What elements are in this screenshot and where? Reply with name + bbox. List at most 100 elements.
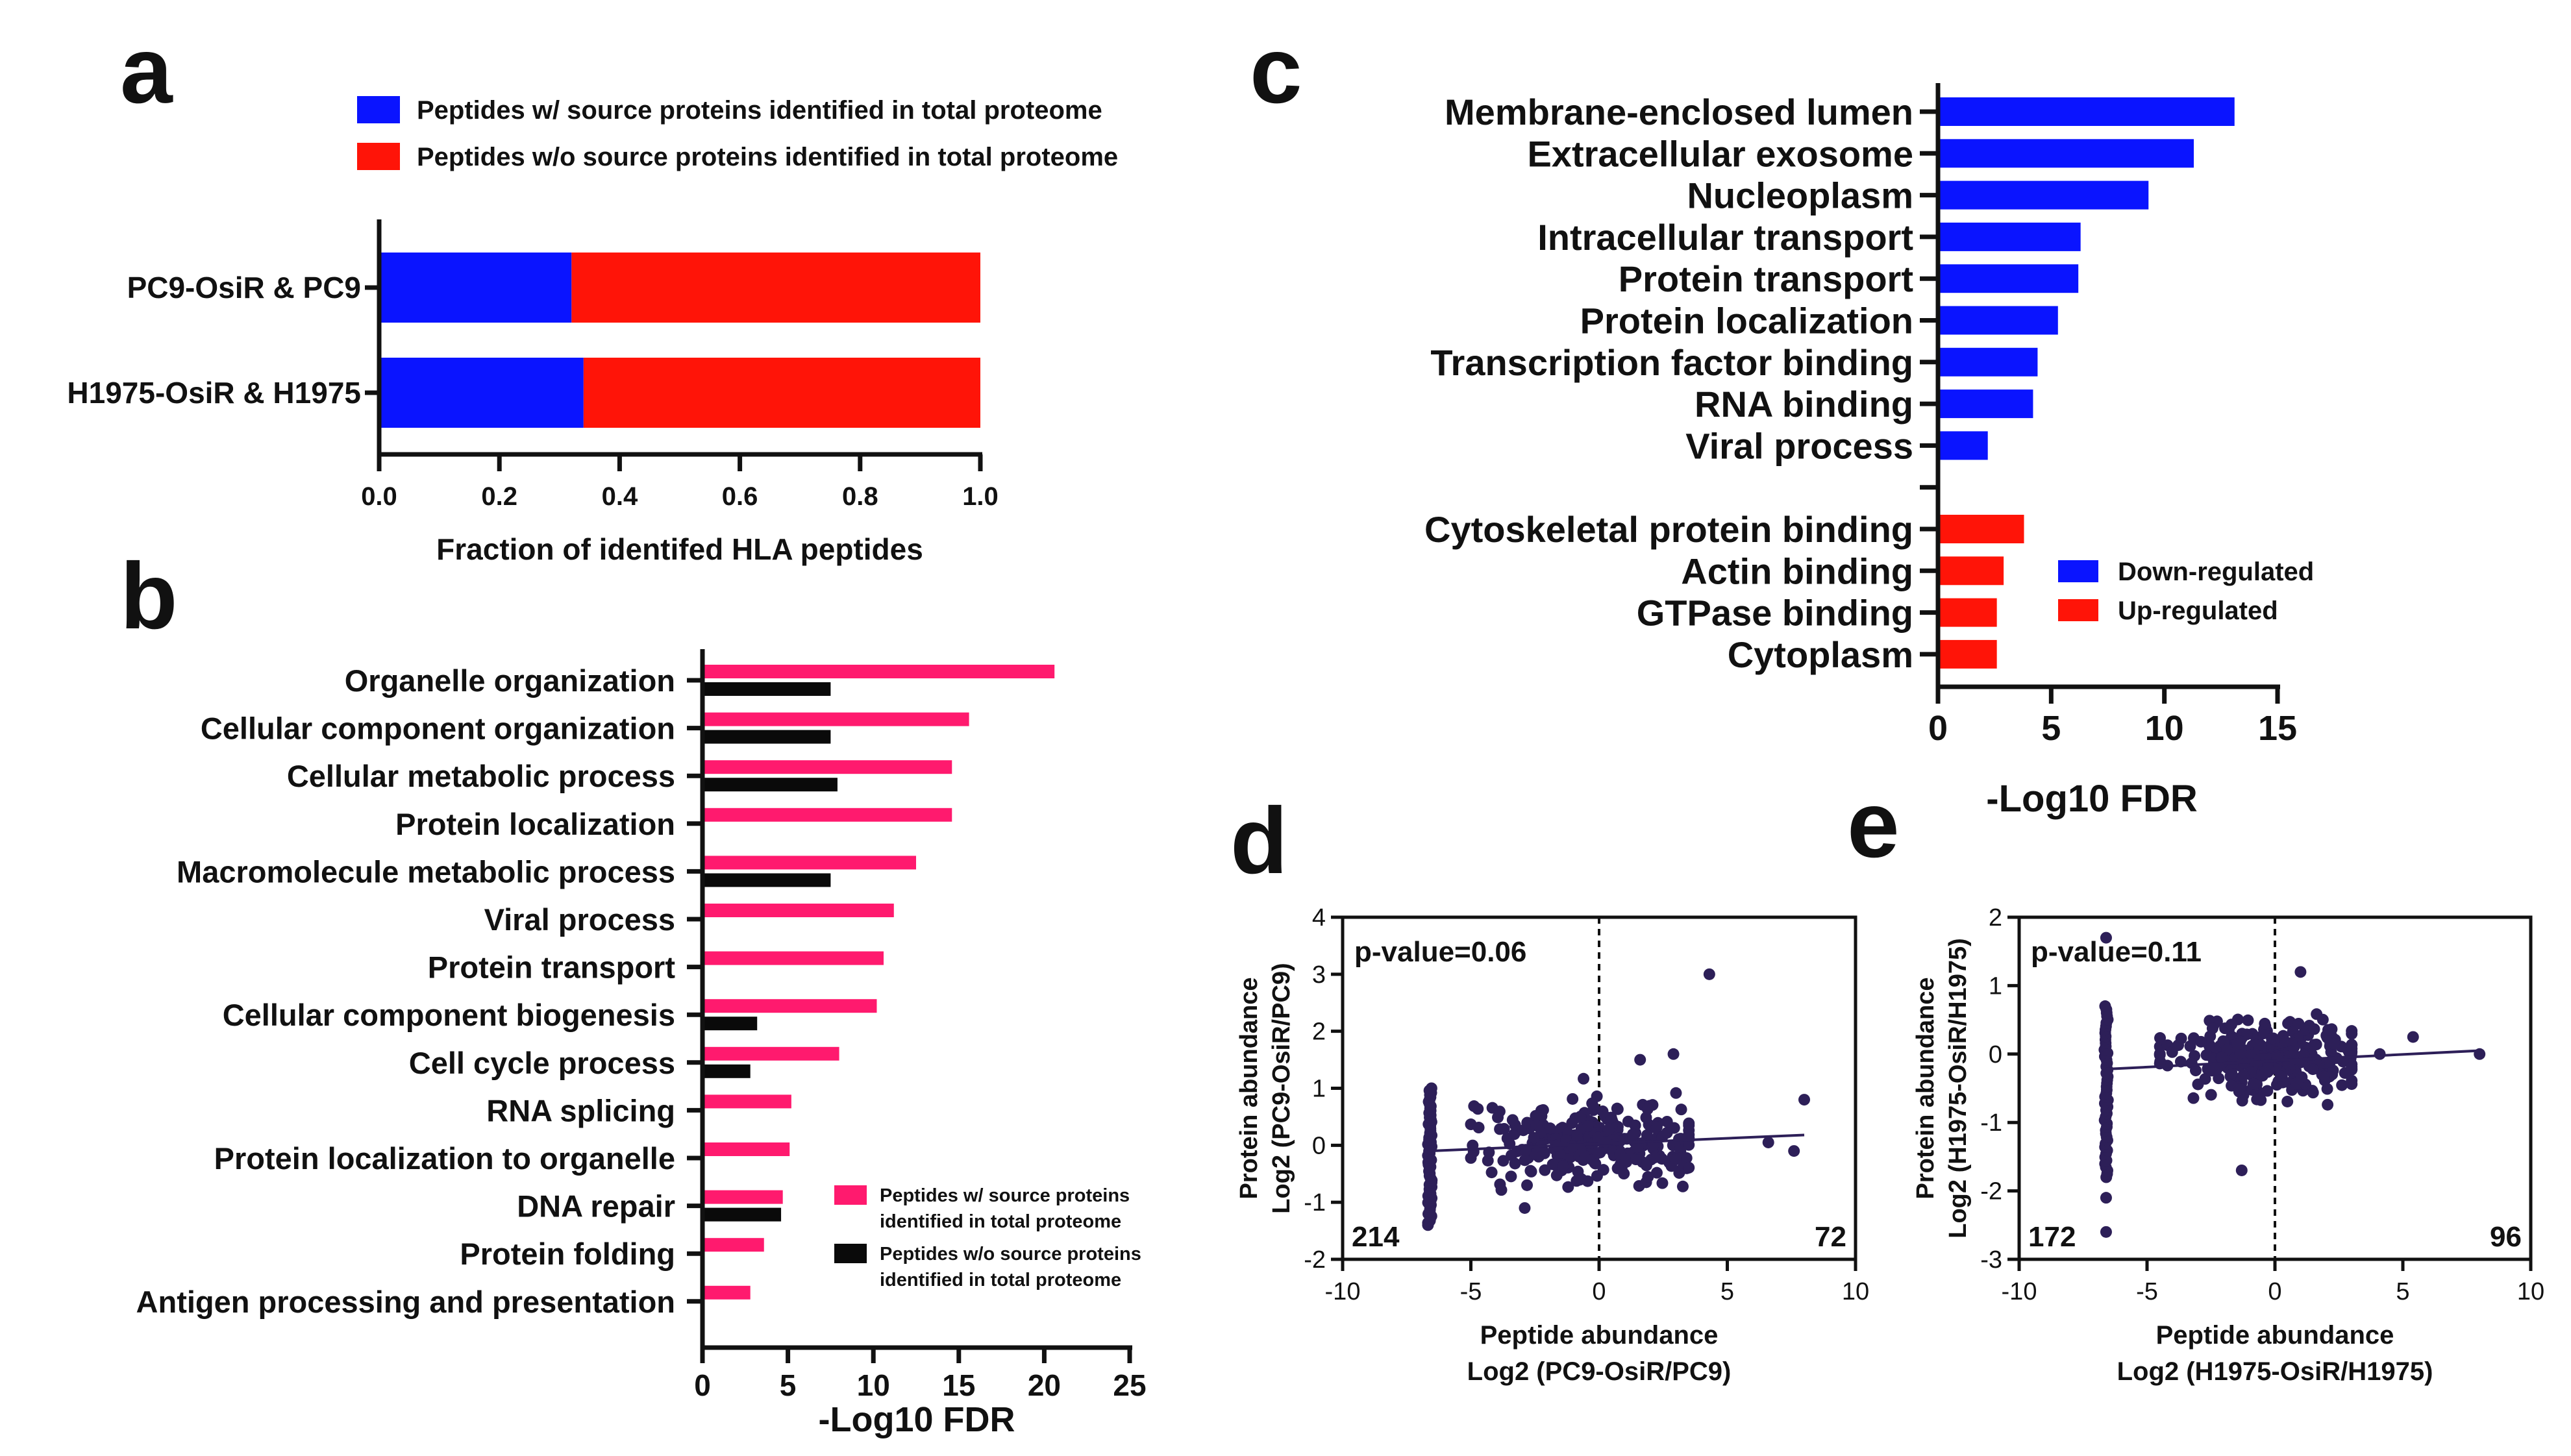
y-tick-label: Nucleoplasm (1687, 175, 1913, 216)
data-point (1602, 1124, 1615, 1136)
data-point (1674, 1133, 1687, 1145)
legend-label: Peptides w/ source proteins identified i… (417, 96, 1102, 125)
data-point (2322, 1098, 2334, 1111)
bar (1938, 306, 2058, 335)
y-tick-label: Cytoplasm (1728, 634, 1913, 675)
y-tick-label: Cell cycle process (409, 1046, 675, 1080)
data-point (2336, 1079, 2348, 1091)
bar-without-source (702, 873, 831, 887)
data-point (2346, 1061, 2358, 1073)
y-tick-label: Transcription factor binding (1430, 342, 1913, 383)
data-point (2328, 1037, 2340, 1050)
data-point (1495, 1184, 1508, 1196)
data-point (1530, 1120, 1543, 1132)
data-point (2172, 1039, 2185, 1052)
legend-swatch (357, 143, 400, 170)
count-right: 72 (1815, 1221, 1846, 1253)
data-point (1788, 1145, 1800, 1157)
data-point (1506, 1114, 1519, 1126)
legend-label: Up-regulated (2118, 597, 2278, 625)
y-tick-label: Protein folding (460, 1237, 675, 1271)
data-point (2308, 1023, 2320, 1035)
bar-without-source (702, 682, 831, 696)
y-tick-label: 1 (1312, 1076, 1326, 1103)
data-point (1472, 1122, 1485, 1134)
data-point (1519, 1202, 1531, 1214)
x-tick-label: 1.0 (962, 482, 999, 511)
legend-swatch (834, 1185, 867, 1205)
x-tick-label: 10 (857, 1368, 890, 1402)
panel-label-a: a (120, 18, 173, 123)
data-point (1605, 1111, 1617, 1124)
data-point (2256, 1070, 2268, 1082)
data-point (2407, 1031, 2419, 1043)
y-tick-label: DNA repair (517, 1189, 675, 1224)
data-point (1567, 1092, 1579, 1105)
x-tick-label: 5 (2396, 1278, 2409, 1305)
data-point (2318, 1070, 2330, 1083)
x-tick-label: 10 (2517, 1278, 2544, 1305)
y-axis-title: Protein abundance (1236, 977, 1263, 1199)
data-point (2100, 932, 2112, 944)
data-point (2298, 1048, 2310, 1061)
data-point (1574, 1110, 1587, 1122)
y-tick-label: 0 (1989, 1041, 2002, 1068)
data-point (1506, 1149, 1518, 1161)
data-point (1661, 1127, 1673, 1139)
y-tick-label: Cytoskeletal protein binding (1424, 509, 1913, 550)
bar (583, 358, 980, 428)
panel-label-d: d (1230, 788, 1288, 893)
panel-a-bar-chart: a Peptides w/ source proteins identified… (67, 18, 1118, 566)
x-tick-label: 15 (942, 1368, 975, 1402)
y-tick-label: Protein transport (428, 950, 676, 985)
data-point (1676, 1180, 1689, 1192)
data-point (2195, 1035, 2207, 1048)
bar-without-source (702, 1207, 782, 1222)
bar-with-source (702, 1285, 751, 1300)
bar-with-source (702, 1094, 791, 1109)
data-point (1519, 1154, 1531, 1166)
bar-with-source (702, 1046, 839, 1061)
y-axis-title: Log2 (PC9-OsiR/PC9) (1268, 963, 1295, 1213)
x-tick-label: 5 (1720, 1278, 1734, 1305)
x-tick-label: -10 (2002, 1278, 2037, 1305)
data-point (1640, 1159, 1652, 1172)
panel-label-b: b (120, 543, 178, 648)
data-point (2154, 1032, 2167, 1044)
x-tick-label: 10 (1842, 1278, 1869, 1305)
x-tick-label: 0 (694, 1368, 711, 1402)
data-point (2154, 1049, 2166, 1061)
data-point (1683, 1161, 1695, 1174)
y-tick-label: Protein localization (1580, 301, 1913, 341)
y-axis-title: Log2 (H1975-OsiR/H1975) (1944, 938, 1972, 1239)
x-tick-label: 0 (1592, 1278, 1606, 1305)
y-tick-label: Intracellular transport (1537, 217, 1913, 258)
y-tick-label: Protein localization to organelle (214, 1141, 675, 1176)
bar (1938, 180, 2149, 210)
x-axis-title: Log2 (PC9-OsiR/PC9) (1467, 1357, 1732, 1386)
data-point (2261, 1085, 2274, 1097)
data-point (1611, 1102, 1623, 1115)
data-point (1425, 1082, 1437, 1094)
data-point (2213, 1072, 2225, 1085)
data-point (1630, 1154, 1642, 1166)
data-point (1493, 1105, 1506, 1118)
x-tick-label: -10 (1325, 1278, 1361, 1305)
bar-with-source (702, 1190, 783, 1204)
data-point (2247, 1078, 2259, 1090)
bar (1938, 639, 1997, 669)
data-point (2267, 1032, 2279, 1044)
data-point (1627, 1128, 1639, 1141)
bar (379, 358, 584, 428)
data-point (2100, 1192, 2112, 1204)
data-point (2308, 1039, 2320, 1051)
data-point (1468, 1100, 1480, 1113)
data-point (1550, 1169, 1563, 1181)
y-tick-label: GTPase binding (1637, 593, 1913, 634)
legend-swatch (2058, 560, 2098, 582)
x-tick-label: 25 (1113, 1368, 1146, 1402)
data-point (1565, 1151, 1577, 1163)
data-point (2189, 1065, 2202, 1077)
data-point (2245, 1048, 2257, 1061)
